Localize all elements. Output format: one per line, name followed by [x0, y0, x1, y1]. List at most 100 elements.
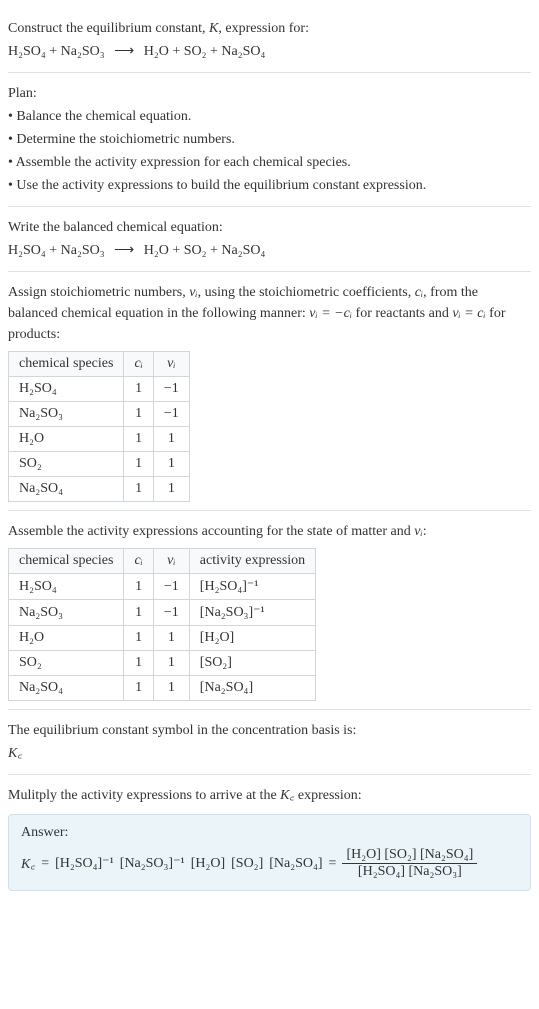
table-row: H₂O 1 1 [H₂O] — [9, 626, 316, 651]
intro-reaction: H₂SO₄ + Na₂SO₃ ⟶ H₂O + SO₂ + Na₂SO₄ — [8, 41, 531, 62]
cell-nu: −1 — [153, 377, 189, 402]
section-assign: Assign stoichiometric numbers, νᵢ, using… — [8, 272, 531, 511]
col-species: chemical species — [9, 352, 124, 377]
cell-activity: [SO₂] — [189, 651, 315, 676]
cell-nu: 1 — [153, 477, 189, 502]
balanced-left: H₂SO₄ + Na₂SO₃ — [8, 243, 105, 258]
assemble-nu: νᵢ — [414, 524, 422, 539]
cell-nu: 1 — [153, 427, 189, 452]
answer-term: [H₂O] — [191, 856, 225, 872]
cell-ci: 1 — [124, 651, 153, 676]
intro-reaction-left: H₂SO₄ + Na₂SO₃ — [8, 44, 105, 59]
cell-activity: [Na₂SO₄] — [189, 676, 315, 701]
table-row: Na₂SO₄ 1 1 — [9, 477, 190, 502]
intro-reaction-right: H₂O + SO₂ + Na₂SO₄ — [144, 44, 266, 59]
balanced-reaction: H₂SO₄ + Na₂SO₃ ⟶ H₂O + SO₂ + Na₂SO₄ — [8, 240, 531, 261]
intro-line: Construct the equilibrium constant, K, e… — [8, 18, 531, 39]
equals-sign: = — [41, 856, 49, 872]
assign-text: Assign stoichiometric numbers, νᵢ, using… — [8, 282, 531, 345]
assign-eq2: νᵢ = cᵢ — [452, 306, 485, 321]
kc-symbol-line1: The equilibrium constant symbol in the c… — [8, 720, 531, 741]
table-row: Na₂SO₄ 1 1 [Na₂SO₄] — [9, 676, 316, 701]
stoich-table-1: chemical species cᵢ νᵢ H₂SO₄ 1 −1 Na₂SO₃… — [8, 351, 190, 502]
section-balanced: Write the balanced chemical equation: H₂… — [8, 207, 531, 272]
fraction-denominator: [H₂SO₄] [Na₂SO₃] — [354, 864, 466, 880]
section-intro: Construct the equilibrium constant, K, e… — [8, 8, 531, 73]
cell-ci: 1 — [124, 452, 153, 477]
cell-nu: 1 — [153, 651, 189, 676]
arrow-icon: ⟶ — [108, 243, 140, 258]
cell-ci: 1 — [124, 477, 153, 502]
answer-kc: K꜀ — [21, 854, 35, 873]
answer-label: Answer: — [21, 825, 518, 841]
table-header-row: chemical species cᵢ νᵢ activity expressi… — [9, 549, 316, 574]
arrow-icon: ⟶ — [108, 44, 140, 59]
answer-term: [H₂SO₄]⁻¹ — [55, 855, 114, 872]
cell-species: H₂O — [9, 626, 124, 651]
answer-term: [SO₂] — [231, 856, 263, 872]
table-header-row: chemical species cᵢ νᵢ — [9, 352, 190, 377]
cell-species: H₂SO₄ — [9, 574, 124, 600]
section-answer: Mulitply the activity expressions to arr… — [8, 775, 531, 899]
cell-ci: 1 — [124, 402, 153, 427]
assemble-text-b: : — [423, 524, 427, 539]
balanced-heading: Write the balanced chemical equation: — [8, 217, 531, 238]
col-activity: activity expression — [189, 549, 315, 574]
table-row: H₂SO₄ 1 −1 — [9, 377, 190, 402]
section-assemble: Assemble the activity expressions accoun… — [8, 511, 531, 710]
multiply-kc: K꜀ — [280, 788, 294, 803]
document-root: Construct the equilibrium constant, K, e… — [0, 0, 539, 919]
cell-species: Na₂SO₃ — [9, 402, 124, 427]
cell-nu: 1 — [153, 676, 189, 701]
assemble-text: Assemble the activity expressions accoun… — [8, 521, 531, 542]
cell-activity: [Na₂SO₃]⁻¹ — [189, 600, 315, 626]
cell-ci: 1 — [124, 427, 153, 452]
assign-eq1: νᵢ = −cᵢ — [309, 306, 352, 321]
cell-species: H₂O — [9, 427, 124, 452]
intro-text-prefix: Construct the equilibrium constant, — [8, 21, 209, 36]
multiply-text: Mulitply the activity expressions to arr… — [8, 785, 531, 806]
cell-species: Na₂SO₃ — [9, 600, 124, 626]
cell-nu: 1 — [153, 626, 189, 651]
assign-text-d: for reactants and — [352, 306, 452, 321]
answer-expression: K꜀ = [H₂SO₄]⁻¹ [Na₂SO₃]⁻¹ [H₂O] [SO₂] [N… — [21, 847, 518, 880]
cell-ci: 1 — [124, 600, 153, 626]
equals-sign: = — [329, 856, 337, 872]
cell-nu: −1 — [153, 402, 189, 427]
cell-species: SO₂ — [9, 651, 124, 676]
cell-species: Na₂SO₄ — [9, 477, 124, 502]
intro-text-suffix: , expression for: — [218, 21, 309, 36]
cell-nu: −1 — [153, 574, 189, 600]
table-row: H₂SO₄ 1 −1 [H₂SO₄]⁻¹ — [9, 574, 316, 600]
cell-ci: 1 — [124, 626, 153, 651]
cell-species: Na₂SO₄ — [9, 676, 124, 701]
cell-activity: [H₂O] — [189, 626, 315, 651]
table-row: SO₂ 1 1 [SO₂] — [9, 651, 316, 676]
cell-species: SO₂ — [9, 452, 124, 477]
cell-ci: 1 — [124, 574, 153, 600]
fraction-numerator: [H₂O] [SO₂] [Na₂SO₄] — [342, 847, 477, 864]
assemble-text-a: Assemble the activity expressions accoun… — [8, 524, 414, 539]
table-row: Na₂SO₃ 1 −1 [Na₂SO₃]⁻¹ — [9, 600, 316, 626]
kc-symbol: K꜀ — [8, 743, 531, 764]
section-kc-symbol: The equilibrium constant symbol in the c… — [8, 710, 531, 775]
answer-term: [Na₂SO₃]⁻¹ — [120, 855, 185, 872]
plan-item: • Balance the chemical equation. — [8, 106, 531, 127]
answer-fraction: [H₂O] [SO₂] [Na₂SO₄] [H₂SO₄] [Na₂SO₃] — [342, 847, 477, 880]
col-nu: νᵢ — [153, 549, 189, 574]
balanced-right: H₂O + SO₂ + Na₂SO₄ — [144, 243, 266, 258]
cell-nu: 1 — [153, 452, 189, 477]
cell-ci: 1 — [124, 377, 153, 402]
cell-ci: 1 — [124, 676, 153, 701]
table-row: SO₂ 1 1 — [9, 452, 190, 477]
col-ci: cᵢ — [124, 352, 153, 377]
cell-species: H₂SO₄ — [9, 377, 124, 402]
cell-activity: [H₂SO₄]⁻¹ — [189, 574, 315, 600]
col-ci: cᵢ — [124, 549, 153, 574]
cell-nu: −1 — [153, 600, 189, 626]
multiply-text-a: Mulitply the activity expressions to arr… — [8, 788, 280, 803]
assign-text-a: Assign stoichiometric numbers, — [8, 285, 189, 300]
section-plan: Plan: • Balance the chemical equation. •… — [8, 73, 531, 207]
col-species: chemical species — [9, 549, 124, 574]
assign-nu: νᵢ — [189, 285, 197, 300]
